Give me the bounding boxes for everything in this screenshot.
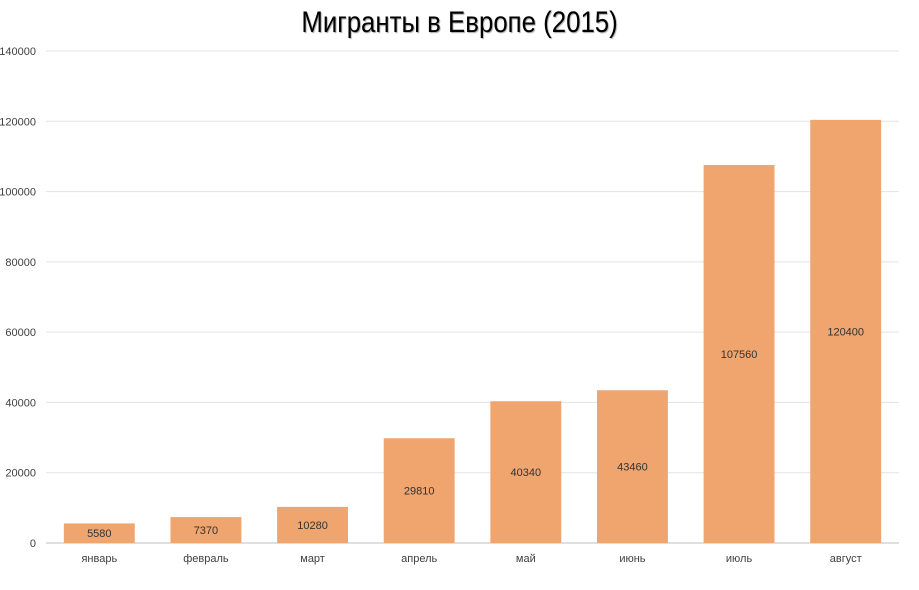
data-label: 29810 [404,486,435,498]
data-label: 40340 [511,467,542,479]
bar [703,165,775,544]
x-tick-label: май [516,553,536,565]
x-tick-label: июль [726,553,753,565]
data-label: 7370 [194,525,218,537]
x-tick-label: апрель [401,553,437,565]
x-tick-label: февраль [183,553,229,565]
y-tick-label: 140000 [0,46,36,58]
bar [63,523,135,543]
bar [277,506,349,543]
bar [383,438,455,543]
x-tick-label: март [300,553,325,565]
y-tick-label: 0 [30,538,36,550]
bar [170,517,242,543]
x-tick-label: июнь [619,553,645,565]
chart-title: Мигранты в Европе (2015) [301,6,618,39]
y-tick-label: 80000 [5,257,36,269]
bar [596,390,668,543]
x-tick-label: август [830,553,862,565]
data-label: 107560 [721,349,758,361]
data-label: 10280 [297,520,328,532]
data-label: 5580 [87,528,111,540]
y-tick-label: 60000 [5,327,36,339]
x-tick-label: январь [81,553,117,565]
y-tick-label: 20000 [5,468,36,480]
bar [810,119,882,543]
y-tick-label: 120000 [0,116,36,128]
y-tick-label: 40000 [5,397,36,409]
data-label: 120400 [827,326,864,338]
bar [490,401,562,543]
y-tick-label: 100000 [0,187,36,199]
data-label: 43460 [617,462,648,474]
